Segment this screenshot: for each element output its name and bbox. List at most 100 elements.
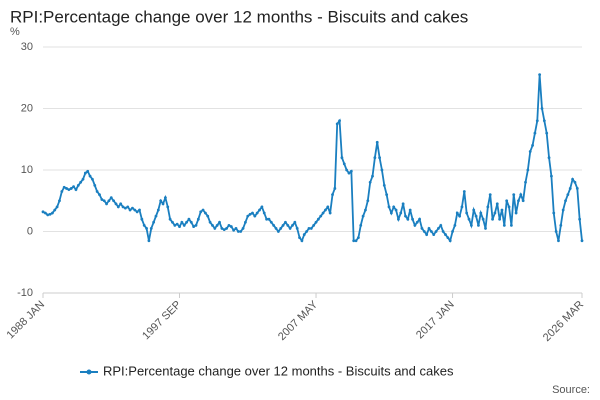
data-point	[444, 233, 447, 236]
x-tick-label: 1997 SEP	[140, 299, 184, 343]
data-point	[213, 227, 217, 230]
data-point	[305, 230, 309, 233]
data-point	[147, 239, 151, 243]
data-point	[163, 196, 167, 200]
data-point	[578, 217, 582, 221]
x-tick-label: 1988 JAN	[5, 299, 48, 342]
data-point	[309, 227, 313, 230]
data-point	[58, 199, 61, 203]
data-point	[251, 211, 254, 215]
data-point	[401, 202, 405, 206]
data-point	[472, 208, 476, 212]
data-point	[298, 236, 301, 240]
data-point	[109, 196, 113, 200]
data-point	[81, 177, 85, 181]
data-point	[248, 212, 252, 216]
data-point	[316, 217, 320, 221]
data-point	[135, 210, 139, 214]
data-point	[387, 205, 391, 209]
data-point	[86, 169, 90, 173]
data-point	[149, 227, 153, 230]
data-point	[300, 239, 304, 243]
data-point	[453, 223, 457, 227]
data-point	[420, 227, 424, 230]
data-point	[566, 193, 570, 197]
data-point	[76, 183, 80, 187]
data-point	[338, 119, 341, 123]
y-tick-label: -10	[17, 287, 33, 299]
data-point	[408, 208, 412, 212]
data-point	[324, 208, 327, 212]
data-point	[65, 187, 68, 190]
data-point	[385, 193, 389, 197]
data-point	[434, 230, 438, 233]
data-point	[437, 227, 440, 230]
data-point	[364, 208, 367, 212]
data-point	[474, 214, 478, 218]
data-point	[462, 190, 466, 193]
data-point	[375, 140, 379, 144]
data-point	[345, 168, 349, 172]
data-point	[206, 214, 210, 218]
data-point	[413, 223, 417, 227]
data-point	[267, 217, 271, 221]
data-point	[105, 202, 108, 206]
data-point	[380, 168, 384, 172]
data-point	[171, 220, 174, 224]
data-point	[557, 239, 560, 243]
data-point	[220, 227, 224, 230]
data-point	[55, 205, 59, 209]
data-point	[152, 220, 156, 224]
data-point	[356, 236, 360, 240]
data-point	[93, 183, 97, 187]
data-point	[448, 239, 452, 243]
data-point	[333, 187, 337, 190]
data-point	[166, 205, 170, 209]
data-point	[477, 223, 480, 227]
data-point	[521, 199, 525, 203]
data-point	[116, 205, 120, 209]
data-point	[253, 214, 257, 218]
data-point	[488, 193, 492, 197]
data-point	[189, 220, 193, 224]
data-point	[406, 217, 410, 221]
data-point	[328, 211, 332, 215]
data-point	[279, 227, 283, 230]
data-point	[222, 228, 226, 232]
data-point	[302, 233, 306, 236]
source: Source:	[552, 384, 590, 396]
data-point	[382, 183, 386, 187]
data-point	[60, 190, 64, 193]
data-point	[542, 119, 546, 123]
data-point	[540, 107, 544, 110]
data-point	[265, 217, 269, 221]
data-point	[524, 180, 527, 184]
data-point	[229, 225, 233, 228]
data-point	[484, 227, 487, 230]
data-point	[335, 122, 339, 126]
data-point	[465, 211, 469, 215]
data-point	[512, 193, 516, 197]
data-point	[142, 223, 146, 227]
data-point	[418, 217, 421, 221]
data-point	[246, 214, 250, 218]
data-point	[178, 225, 181, 228]
chart-title: RPI:Percentage change over 12 months - B…	[10, 7, 468, 26]
data-point	[559, 223, 563, 227]
data-point	[349, 169, 353, 173]
legend-marker	[86, 369, 92, 375]
data-point	[284, 220, 287, 224]
data-point	[123, 206, 127, 210]
data-point	[185, 220, 188, 224]
data-point	[432, 233, 436, 236]
y-tick-label: 20	[21, 102, 33, 114]
data-point	[455, 211, 459, 215]
data-point	[67, 188, 71, 192]
data-point	[575, 187, 579, 190]
data-point	[486, 205, 490, 209]
data-point	[215, 223, 219, 227]
data-point	[554, 230, 558, 233]
data-point	[156, 208, 160, 212]
data-point	[451, 230, 454, 233]
x-tick-label: 2007 MAY	[276, 298, 321, 343]
